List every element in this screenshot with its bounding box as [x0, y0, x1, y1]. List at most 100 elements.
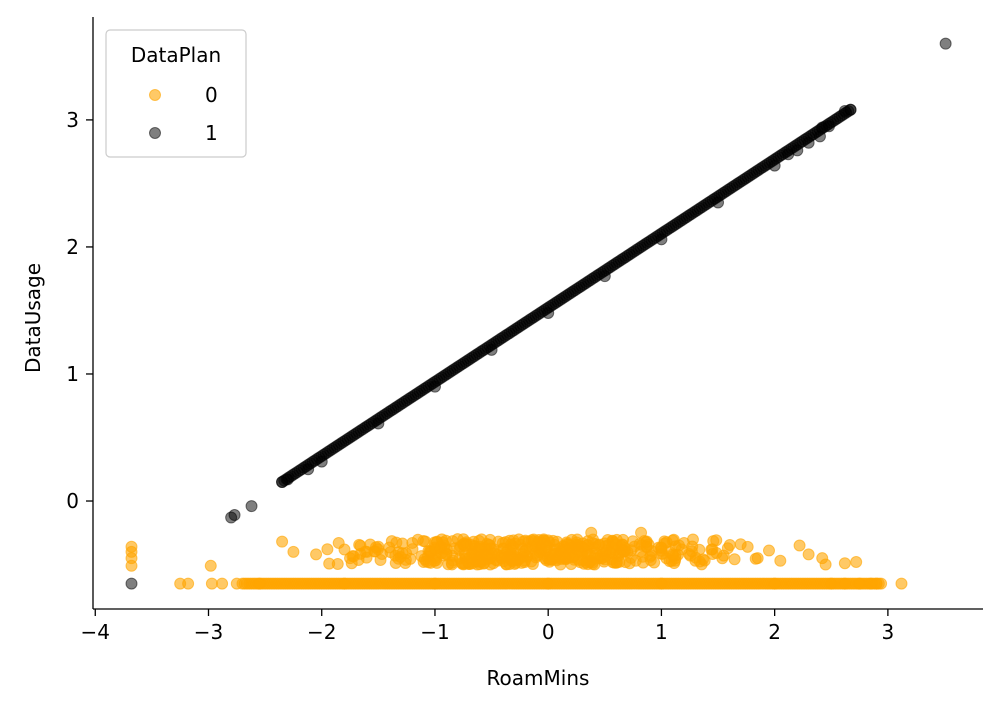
data-point — [419, 535, 432, 548]
data-point — [404, 552, 417, 565]
data-point — [374, 553, 387, 566]
data-point — [728, 553, 741, 566]
data-point — [485, 547, 498, 560]
data-point — [542, 534, 555, 547]
data-point — [315, 455, 328, 468]
series-dataplan-0 — [125, 526, 908, 590]
data-point — [610, 538, 623, 551]
data-point — [353, 538, 366, 551]
x-tick-label: −3 — [194, 620, 223, 644]
data-point — [205, 577, 218, 590]
data-point — [564, 542, 577, 555]
x-tick-label: −2 — [307, 620, 336, 644]
data-point — [939, 37, 952, 50]
data-point — [442, 558, 455, 571]
y-tick-label: 3 — [66, 108, 79, 132]
data-point — [253, 577, 266, 590]
data-point — [621, 545, 634, 558]
legend-label-1: 1 — [205, 121, 218, 145]
data-point — [585, 526, 598, 539]
legend-marker-0 — [149, 89, 161, 101]
data-point — [505, 542, 518, 555]
x-tick-label: 0 — [542, 620, 555, 644]
data-point — [844, 103, 857, 116]
data-point — [598, 270, 611, 283]
data-point — [838, 577, 851, 590]
data-point — [125, 559, 138, 572]
data-point — [361, 545, 374, 558]
data-point — [518, 556, 531, 569]
data-point — [774, 554, 787, 567]
data-point — [230, 577, 243, 590]
data-point — [228, 508, 241, 521]
data-point — [204, 559, 217, 572]
data-point — [276, 535, 289, 548]
data-point — [768, 159, 781, 172]
data-point — [751, 552, 764, 565]
data-point — [633, 537, 646, 550]
data-point — [477, 557, 490, 570]
data-point — [850, 555, 863, 568]
data-point — [519, 544, 532, 557]
data-point — [440, 548, 453, 561]
data-point — [182, 577, 195, 590]
data-point — [793, 539, 806, 552]
data-point — [762, 544, 775, 557]
data-point — [508, 554, 521, 567]
legend-label-0: 0 — [205, 83, 218, 107]
data-point — [216, 577, 229, 590]
x-ticks: −4 −3 −2 −1 0 1 2 3 — [81, 609, 894, 644]
data-point — [819, 558, 832, 571]
data-point — [451, 533, 464, 546]
data-point — [655, 233, 668, 246]
data-point — [802, 136, 815, 149]
data-point — [619, 556, 632, 569]
y-ticks: 0 1 2 3 — [66, 108, 93, 513]
x-tick-label: −1 — [420, 620, 449, 644]
data-point — [321, 543, 334, 556]
data-point — [428, 380, 441, 393]
data-point — [372, 540, 385, 553]
legend-box — [105, 29, 247, 158]
legend: DataPlan 0 1 — [105, 29, 247, 158]
data-point — [527, 533, 540, 546]
y-tick-label: 1 — [66, 362, 79, 386]
data-point — [734, 538, 747, 551]
data-point — [245, 500, 258, 513]
data-point — [802, 548, 815, 561]
data-point — [655, 542, 668, 555]
series-dataplan-1 — [125, 37, 952, 590]
data-point — [717, 549, 730, 562]
data-point — [838, 557, 851, 570]
data-point — [406, 536, 419, 549]
data-point — [462, 552, 475, 565]
data-point — [323, 557, 336, 570]
data-point — [372, 417, 385, 430]
data-point — [644, 550, 657, 563]
x-axis-label: RoamMins — [487, 666, 590, 690]
data-point — [791, 144, 804, 157]
data-point — [125, 577, 138, 590]
data-point — [768, 577, 781, 590]
legend-marker-1 — [149, 127, 161, 139]
data-point — [302, 463, 315, 476]
data-point — [823, 120, 836, 133]
legend-title: DataPlan — [131, 43, 221, 67]
data-point — [389, 549, 402, 562]
data-point — [598, 553, 611, 566]
data-point — [635, 526, 648, 539]
data-point — [576, 547, 589, 560]
data-point — [678, 536, 691, 549]
data-point — [338, 577, 351, 590]
data-point — [332, 536, 345, 549]
data-point — [723, 539, 736, 552]
data-point — [553, 550, 566, 563]
y-tick-label: 2 — [66, 235, 79, 259]
data-point — [655, 577, 668, 590]
data-point — [542, 577, 555, 590]
data-point — [825, 577, 838, 590]
data-point — [428, 577, 441, 590]
data-point — [588, 558, 601, 571]
data-point — [666, 548, 679, 561]
